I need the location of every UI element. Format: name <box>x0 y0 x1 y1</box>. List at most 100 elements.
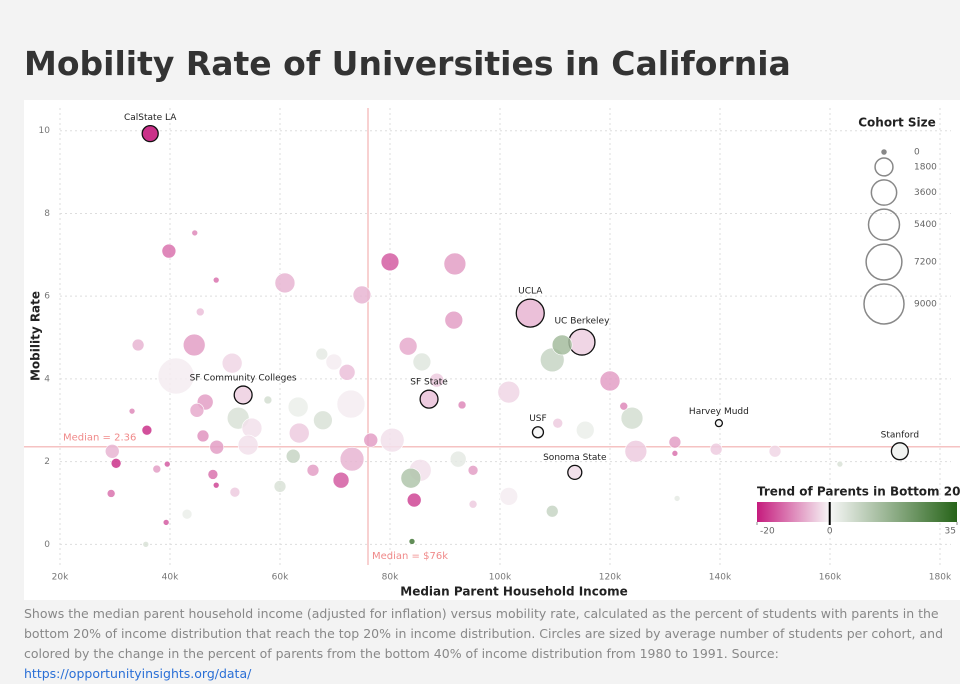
chart: Median Parent Household Income Mobility … <box>24 100 960 600</box>
bubble <box>182 333 206 357</box>
bubble <box>836 460 844 468</box>
size-legend-circle <box>881 149 887 155</box>
bubble <box>263 395 273 405</box>
size-legend-label: 0 <box>914 148 920 158</box>
bubble <box>443 252 467 276</box>
bubble <box>162 519 170 526</box>
bubble <box>576 420 595 440</box>
bubble <box>142 541 150 548</box>
size-legend-circle <box>863 283 905 325</box>
y-tick-label: 4 <box>44 374 50 384</box>
bubble <box>668 435 682 449</box>
bubble <box>104 443 120 459</box>
bubble <box>567 464 583 481</box>
bubble <box>467 465 479 476</box>
y-tick-label: 2 <box>44 457 50 467</box>
page-title: Mobility Rate of Universities in Califor… <box>24 44 791 83</box>
point-label: UCLA <box>518 287 543 297</box>
y-tick-label: 10 <box>39 126 51 136</box>
bubble <box>551 334 573 356</box>
bubble <box>545 504 559 518</box>
bubble <box>768 445 782 458</box>
bubble <box>195 307 205 317</box>
size-legend-circle <box>867 208 901 241</box>
bubble <box>141 124 159 143</box>
bubble <box>163 460 171 468</box>
bubble <box>157 357 195 395</box>
point-label: UC Berkeley <box>554 317 610 327</box>
bubble <box>599 370 621 392</box>
color-legend-bar <box>757 502 957 522</box>
x-tick-label: 20k <box>52 573 69 583</box>
x-tick-label: 80k <box>382 573 399 583</box>
x-tick-label: 60k <box>272 573 289 583</box>
bubble <box>449 450 467 468</box>
bubble <box>419 389 439 409</box>
bubble <box>408 538 416 545</box>
x-tick-label: 100k <box>489 573 512 583</box>
size-legend-label: 5400 <box>914 220 937 230</box>
bubble <box>568 328 596 356</box>
bubble <box>497 380 521 404</box>
size-legend-circle <box>874 157 894 177</box>
caption: Shows the median parent household income… <box>24 604 944 684</box>
bubble <box>212 481 220 489</box>
point-label: Harvey Mudd <box>689 407 749 417</box>
bubble <box>429 372 445 388</box>
source-link[interactable]: https://opportunityinsights.org/data/ <box>24 666 252 681</box>
bubble <box>110 457 122 469</box>
bubble <box>233 385 253 405</box>
bubble <box>274 272 296 294</box>
bubble <box>152 464 162 474</box>
caption-text: Shows the median parent household income… <box>24 606 944 661</box>
bubble <box>189 403 205 418</box>
x-tick-label: 40k <box>162 573 179 583</box>
x-tick-label: 180k <box>929 573 952 583</box>
bubble <box>379 427 405 453</box>
y-tick-label: 0 <box>44 540 50 550</box>
bubble <box>221 352 243 374</box>
point-label: Stanford <box>881 430 919 440</box>
bubble <box>141 424 153 436</box>
bubble <box>325 353 343 371</box>
bubble <box>241 417 263 439</box>
bubble <box>338 363 356 381</box>
median-label: Median = 2.36 <box>63 433 136 444</box>
bubble <box>336 389 366 419</box>
bubble <box>209 439 225 455</box>
bubble <box>890 442 909 461</box>
size-legend-circle <box>870 179 898 206</box>
x-tick-label: 160k <box>819 573 842 583</box>
bubble <box>273 480 287 493</box>
point-label: SF State <box>410 378 448 388</box>
point-label: SF Community Colleges <box>190 374 297 384</box>
bubble <box>237 434 259 456</box>
x-axis-title: Median Parent Household Income <box>400 585 627 599</box>
y-axis-title: Mobility Rate <box>29 291 43 381</box>
color-legend-label: 35 <box>945 527 956 537</box>
y-tick-label: 8 <box>44 209 50 219</box>
bubble <box>552 417 564 429</box>
point-label: Sonoma State <box>543 453 607 463</box>
bubble <box>515 298 545 328</box>
size-legend-title: Cohort Size <box>858 116 936 130</box>
bubble <box>457 400 467 410</box>
size-legend-label: 3600 <box>914 188 937 198</box>
bubble <box>212 276 220 284</box>
bubble <box>287 396 309 418</box>
bubble <box>709 442 723 456</box>
bubble <box>128 407 136 415</box>
bubble <box>380 252 400 272</box>
point-label: USF <box>529 414 546 424</box>
x-tick-label: 140k <box>709 573 732 583</box>
size-legend-label: 7200 <box>914 258 937 268</box>
median-label: Median = $76k <box>372 551 448 562</box>
size-legend-label: 9000 <box>914 299 937 309</box>
bubble <box>285 448 301 464</box>
bubble <box>191 229 199 237</box>
bubble <box>131 338 145 352</box>
bubble <box>196 429 210 443</box>
bubble <box>714 418 724 428</box>
bubble <box>339 446 365 472</box>
bubble <box>398 336 418 356</box>
